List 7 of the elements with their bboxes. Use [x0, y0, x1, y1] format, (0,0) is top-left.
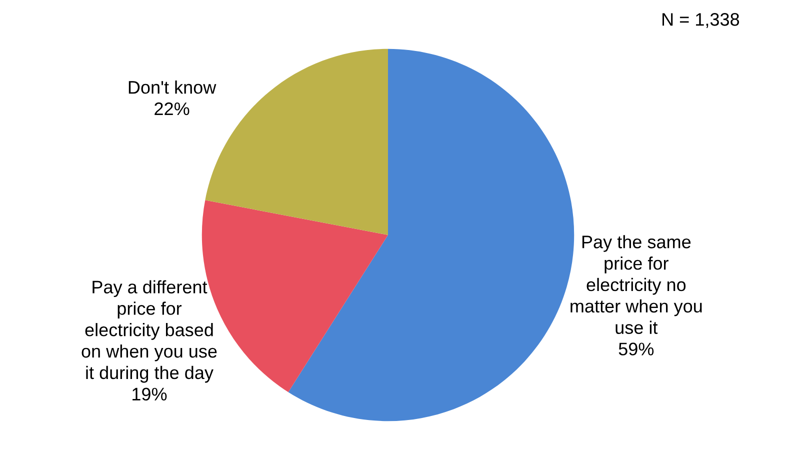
text: N = 1,338: [662, 13, 740, 28]
data-label: 22%: [154, 102, 190, 116]
slice-label: Pay a different price for electricity based on when you use it during the day: [82, 280, 217, 383]
slice-label: Pay the same price for electricity no matter when you use it: [570, 235, 702, 334]
data-label: 19%: [132, 388, 167, 401]
slice-label: Don't know: [128, 80, 216, 94]
data-label: 59%: [618, 342, 654, 356]
